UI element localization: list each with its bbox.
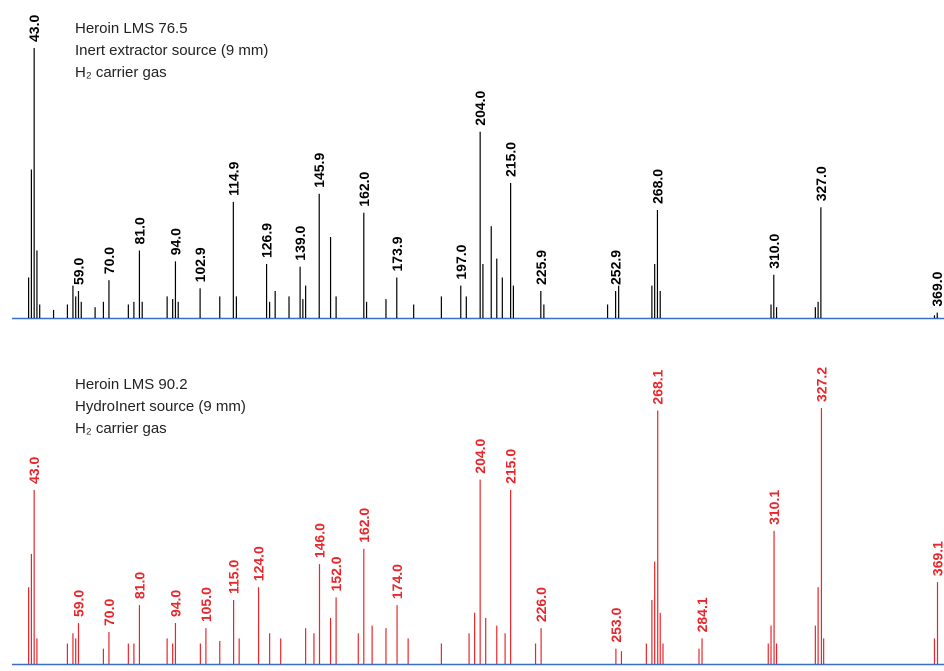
peak-label: 139.0 (292, 225, 308, 260)
peak-label: 115.0 (226, 560, 242, 594)
peak-label: 152.0 (328, 556, 344, 591)
peak-label: 310.1 (766, 490, 782, 525)
annotation: Heroin LMS 76.5 (75, 20, 188, 37)
peak-label: 268.1 (650, 369, 666, 404)
peak-label: 70.0 (101, 247, 117, 274)
peak-label: 59.0 (70, 258, 86, 285)
annotation: H₂ carrier gas (75, 420, 167, 437)
peak-label: 284.1 (694, 597, 710, 632)
peak-label: 215.0 (503, 449, 519, 484)
peak-label: 310.0 (766, 234, 782, 269)
peak-label: 126.9 (259, 223, 275, 258)
peak-label: 173.9 (389, 236, 405, 271)
peak-label: 327.0 (813, 166, 829, 201)
peak-label: 114.9 (225, 161, 241, 195)
peak-label: 252.9 (608, 250, 624, 285)
peak-label: 174.0 (389, 564, 405, 599)
peak-label: 215.0 (503, 142, 519, 177)
peak-label: 369.1 (930, 541, 944, 576)
peak-label: 268.0 (649, 169, 665, 204)
peak-label: 124.0 (251, 546, 267, 581)
peak-label: 102.9 (192, 247, 208, 282)
annotation: Inert extractor source (9 mm) (75, 42, 268, 59)
peak-label: 81.0 (131, 217, 147, 244)
peak-label: 226.0 (533, 587, 549, 622)
annotation: H₂ carrier gas (75, 64, 167, 81)
peak-label: 145.9 (311, 153, 327, 188)
peak-label: 162.0 (356, 508, 372, 543)
peak-label: 105.0 (198, 587, 214, 622)
annotation: Heroin LMS 90.2 (75, 376, 188, 393)
peak-label: 327.2 (813, 367, 829, 402)
peak-label: 204.0 (472, 438, 488, 473)
peak-label: 197.0 (453, 244, 469, 279)
peak-label: 94.0 (167, 228, 183, 255)
peak-label: 70.0 (101, 599, 117, 626)
peak-label: 146.0 (311, 523, 327, 558)
peak-label: 162.0 (356, 171, 372, 206)
peak-label: 204.0 (472, 90, 488, 125)
peak-label: 94.0 (167, 590, 183, 617)
peak-label: 225.9 (533, 250, 549, 285)
peak-label: 81.0 (131, 572, 147, 599)
peak-label: 369.0 (929, 271, 944, 306)
annotation: HydroInert source (9 mm) (75, 398, 246, 415)
peak-label: 43.0 (26, 456, 42, 483)
peak-label: 43.0 (26, 15, 42, 42)
peak-label: 59.0 (70, 590, 86, 617)
peak-label: 253.0 (608, 607, 624, 642)
